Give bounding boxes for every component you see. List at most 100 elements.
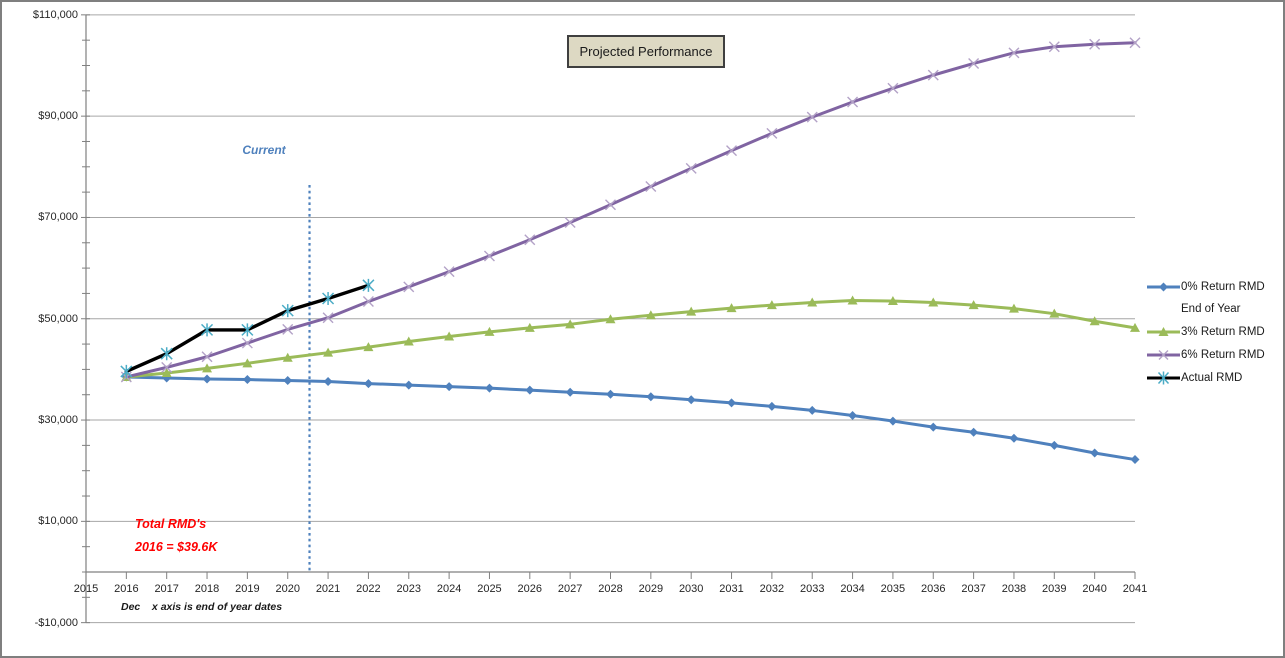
x-axis-tick-label: 2038 <box>1001 583 1027 595</box>
x-axis-tick-label: 2035 <box>880 583 906 595</box>
series-0-marker <box>767 401 777 411</box>
series-1-marker <box>928 297 939 307</box>
y-axis-tick-label: $110,000 <box>32 8 78 21</box>
series-0-marker <box>605 389 615 399</box>
x-axis-tick-label: 2032 <box>759 583 785 595</box>
chart-title: Projected Performance <box>579 44 713 59</box>
series-line-0[interactable] <box>124 375 1137 462</box>
series-line-2[interactable] <box>124 41 1137 379</box>
legend-item-2[interactable]: 6% Return RMD <box>1147 343 1283 366</box>
series-0-marker <box>565 387 575 397</box>
x-axis-tick-label: 2029 <box>638 583 664 595</box>
series-line-1[interactable] <box>124 299 1137 379</box>
y-axis-tick-label: $90,000 <box>38 110 78 123</box>
x-axis-tick-label: 2034 <box>840 583 865 595</box>
series-2-marker <box>766 127 778 139</box>
x-axis-tick-label: 2039 <box>1042 583 1067 595</box>
series-2-marker <box>201 351 213 363</box>
series-0-marker <box>928 422 938 432</box>
series-1-marker <box>202 363 213 373</box>
y-axis-tick-label: $10,000 <box>38 515 78 528</box>
series-0-marker <box>202 374 212 384</box>
series-2-marker <box>282 323 294 335</box>
legend-label: 6% Return RMD <box>1181 348 1265 361</box>
series-1-marker <box>444 331 455 341</box>
series-0-marker <box>1049 440 1059 450</box>
series-1-marker <box>484 326 495 336</box>
series-2-marker <box>241 337 253 349</box>
x-axis-tick-label: 2015 <box>73 583 99 595</box>
series-1-marker <box>403 336 414 346</box>
x-axis-tick-label: 2017 <box>154 583 179 595</box>
series-1-marker <box>968 300 979 310</box>
x-axis-tick-label: 2020 <box>275 583 300 595</box>
legend-swatch-star-icon <box>1147 371 1180 384</box>
series-0-marker <box>727 398 737 408</box>
legend-swatch-diamond-icon <box>1147 282 1180 291</box>
series-1-marker <box>161 367 172 377</box>
series-1-marker <box>847 295 858 305</box>
legend-label: Actual RMD <box>1181 371 1243 384</box>
x-axis-tick-label: 2028 <box>598 583 623 595</box>
x-axis-tick-label: 2018 <box>194 583 220 595</box>
legend-item-3[interactable]: Actual RMD <box>1147 366 1283 389</box>
series-2-marker <box>1048 41 1060 53</box>
series-1-marker <box>766 300 777 310</box>
x-axis-tick-label: 2022 <box>356 583 381 595</box>
series-2-marker <box>927 69 939 81</box>
series-2-marker <box>645 181 657 193</box>
series-0-marker <box>646 392 656 402</box>
series-2-marker <box>483 250 495 262</box>
x-axis-tick-label: 2040 <box>1082 583 1107 595</box>
series-2-marker <box>161 361 173 373</box>
series-0-marker <box>323 377 333 387</box>
series-2-marker <box>564 217 576 229</box>
y-axis-tick-label: $50,000 <box>38 312 78 325</box>
total-rmd-line2: 2016 = $39.6K <box>135 540 218 554</box>
y-axis-tick-label: $70,000 <box>38 211 78 224</box>
series-2-marker <box>847 96 859 108</box>
x-axis-tick-label: 2025 <box>477 583 502 595</box>
series-0-marker <box>888 416 898 426</box>
series-2-marker <box>887 82 899 94</box>
series-1-marker <box>565 319 576 329</box>
series-2-marker <box>403 281 415 293</box>
x-axis-tick-label: 2036 <box>921 583 946 595</box>
series-1-marker <box>726 303 737 313</box>
series-2-marker <box>605 199 616 211</box>
legend-swatch-x-icon <box>1147 349 1180 360</box>
series-2-marker <box>685 162 697 174</box>
legend-label: 0% Return RMD <box>1181 280 1265 293</box>
x-axis-tick-label: 2033 <box>799 583 825 595</box>
x-axis-tick-label: 2037 <box>961 583 986 595</box>
series-1-marker <box>605 314 616 324</box>
series-1-marker <box>887 296 898 306</box>
series-3-marker <box>281 304 294 318</box>
series-1-marker <box>1129 322 1140 332</box>
series-3-marker <box>322 291 335 305</box>
x-axis-tick-label: 2031 <box>719 583 744 595</box>
chart-legend[interactable]: 0% Return RMD End of Year 3% Return RMD 6% … <box>1147 275 1283 389</box>
chart-title-box[interactable]: Projected Performance <box>567 35 725 68</box>
series-1-marker <box>807 297 818 307</box>
x-axis-tick-label: 2016 <box>114 583 139 595</box>
series-0-marker <box>484 383 494 393</box>
series-1-marker <box>363 342 374 352</box>
x-axis-tick-label: 2027 <box>557 583 583 595</box>
series-2-marker <box>806 111 818 123</box>
current-annotation-label[interactable]: Current <box>242 143 286 157</box>
series-2-marker <box>443 266 455 278</box>
x-axis-tick-label: 2023 <box>396 583 421 595</box>
series-1-marker <box>645 310 656 320</box>
series-3-marker <box>160 347 173 361</box>
series-0-marker <box>686 395 696 405</box>
legend-item-1[interactable]: 3% Return RMD <box>1147 320 1283 343</box>
y-axis-tick-label: -$10,000 <box>34 616 78 629</box>
series-1-marker <box>524 322 535 332</box>
legend-item-0[interactable]: 0% Return RMD <box>1147 275 1283 298</box>
total-rmd-annotation[interactable]: Total RMD's 2016 = $39.6K <box>135 513 217 559</box>
series-1-marker <box>323 347 334 357</box>
series-0-marker <box>525 385 535 395</box>
series-1-marker <box>242 358 253 368</box>
